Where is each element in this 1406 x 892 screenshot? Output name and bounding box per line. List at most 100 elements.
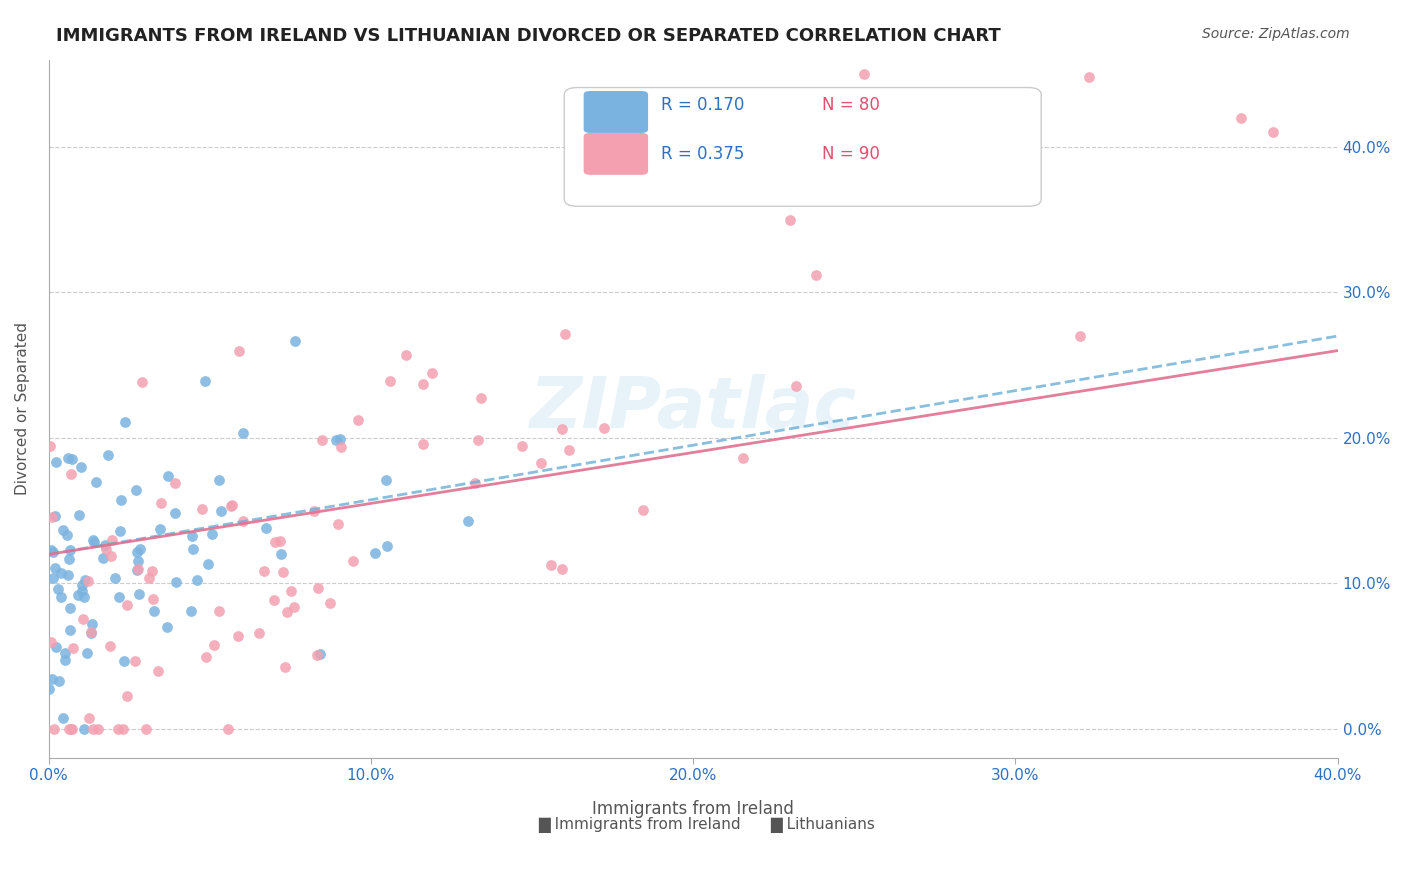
Point xyxy=(326,517,349,532)
Text: Immigrants from Ireland: Immigrants from Ireland xyxy=(592,800,794,818)
Point xyxy=(232,426,254,441)
Point xyxy=(270,547,292,561)
Point xyxy=(76,646,98,660)
Point xyxy=(1069,329,1091,343)
Point xyxy=(142,591,165,606)
Point xyxy=(101,533,124,547)
Point xyxy=(59,467,82,482)
Point xyxy=(62,641,84,656)
Point xyxy=(377,539,399,553)
Point xyxy=(73,722,96,736)
Point xyxy=(107,590,129,604)
Point xyxy=(135,722,157,736)
Point xyxy=(141,565,163,579)
Point xyxy=(97,449,120,463)
Point xyxy=(83,535,105,549)
Point xyxy=(53,646,76,660)
Point xyxy=(1230,111,1253,125)
Point xyxy=(131,375,153,389)
Point xyxy=(127,562,149,576)
Point xyxy=(138,571,160,585)
Point xyxy=(329,440,352,454)
Point xyxy=(67,508,90,522)
Point xyxy=(180,604,202,618)
Text: N = 90: N = 90 xyxy=(823,145,880,163)
Point xyxy=(53,653,76,667)
Point xyxy=(412,436,434,450)
Point xyxy=(42,544,65,558)
Point xyxy=(46,582,69,596)
Point xyxy=(44,561,66,575)
Point xyxy=(124,483,146,497)
Point xyxy=(148,664,170,678)
Point xyxy=(457,514,479,528)
Point xyxy=(72,612,94,626)
Text: IMMIGRANTS FROM IRELAND VS LITHUANIAN DIVORCED OR SEPARATED CORRELATION CHART: IMMIGRANTS FROM IRELAND VS LITHUANIAN DI… xyxy=(56,27,1001,45)
Point xyxy=(69,460,91,475)
Point xyxy=(342,554,364,568)
Point xyxy=(59,542,82,557)
FancyBboxPatch shape xyxy=(564,87,1042,206)
Point xyxy=(731,451,754,466)
Point xyxy=(115,689,138,703)
Point xyxy=(110,493,132,508)
Text: R = 0.170: R = 0.170 xyxy=(661,96,744,114)
Point xyxy=(551,422,574,436)
Text: ZIPatlас: ZIPatlас xyxy=(530,375,856,443)
Point xyxy=(56,528,79,542)
Point xyxy=(852,67,875,81)
Point xyxy=(59,601,82,615)
Point xyxy=(209,503,232,517)
Point xyxy=(530,457,553,471)
Point xyxy=(44,722,66,736)
Point xyxy=(80,616,103,631)
Point xyxy=(45,640,67,654)
Point xyxy=(156,619,179,633)
Point xyxy=(208,604,231,618)
Point xyxy=(271,565,294,579)
Point xyxy=(263,593,285,607)
Point xyxy=(86,475,108,490)
Point xyxy=(42,571,65,585)
Point xyxy=(221,498,243,512)
Point xyxy=(325,433,347,447)
Point xyxy=(52,711,75,725)
Point xyxy=(41,509,63,524)
Point xyxy=(58,552,80,566)
Point xyxy=(163,475,186,490)
Point xyxy=(73,590,96,604)
Point xyxy=(128,587,150,601)
Point xyxy=(228,344,250,359)
Point xyxy=(66,588,89,602)
Point xyxy=(112,722,135,736)
Point xyxy=(412,376,434,391)
Point xyxy=(201,527,224,541)
Point xyxy=(150,496,173,510)
Point xyxy=(70,583,93,598)
Point xyxy=(44,509,66,524)
Point xyxy=(127,554,149,568)
Point xyxy=(100,549,122,564)
Point xyxy=(347,413,370,427)
Point xyxy=(58,722,80,736)
Point xyxy=(280,583,302,598)
Point xyxy=(38,682,60,697)
Point xyxy=(52,524,75,538)
Point xyxy=(221,499,243,513)
Point xyxy=(464,475,486,490)
Point xyxy=(309,647,332,661)
Point xyxy=(304,504,326,518)
Point xyxy=(232,515,254,529)
Point xyxy=(247,625,270,640)
Point xyxy=(82,722,104,736)
Point xyxy=(194,374,217,388)
Point xyxy=(107,722,129,736)
Point xyxy=(217,722,239,736)
Y-axis label: Divorced or Separated: Divorced or Separated xyxy=(15,322,30,495)
Point xyxy=(363,546,385,560)
FancyBboxPatch shape xyxy=(583,133,648,175)
FancyBboxPatch shape xyxy=(583,91,648,133)
Point xyxy=(202,638,225,652)
Point xyxy=(181,541,204,556)
Point xyxy=(197,557,219,571)
